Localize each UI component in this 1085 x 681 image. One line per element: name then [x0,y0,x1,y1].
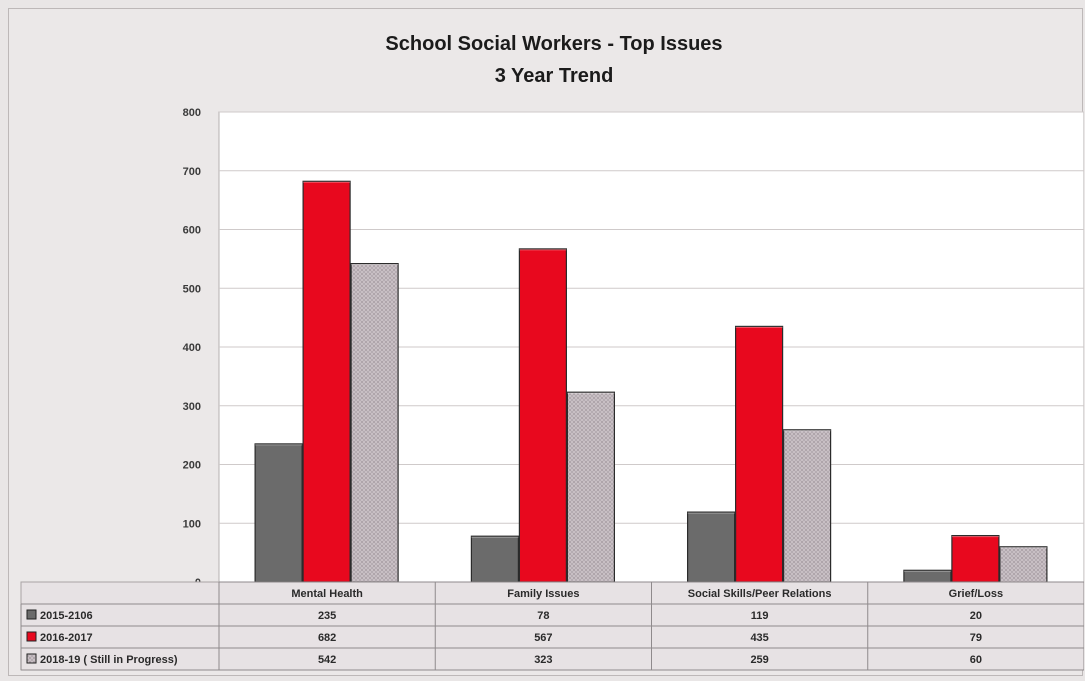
bar [254,443,303,583]
category-label: Grief/Loss [949,588,1003,600]
table-cell-value: 20 [970,610,982,622]
table-cell-value: 682 [318,632,336,644]
chart-subtitle: 3 Year Trend [495,65,614,87]
bar [302,180,351,583]
y-tick-label: 500 [183,283,201,295]
category-label: Social Skills/Peer Relations [688,588,832,600]
series-name: 2016-2017 [40,632,93,644]
category-label: Mental Health [291,588,363,600]
bar [734,325,784,583]
y-tick-label: 800 [183,107,201,119]
bar [782,429,832,583]
series-name: 2018-19 ( Still in Progress) [40,654,178,666]
y-tick-label: 300 [183,401,201,413]
legend-key [26,631,37,642]
data-table: Mental Health Family Issues Social Skills/… [20,581,1084,671]
chart-frame: School Social Workers - Top Issues 3 Yea… [8,8,1084,676]
bar [903,569,952,583]
bar [350,263,399,583]
legend-key [26,609,37,620]
table-cell-value: 119 [751,610,769,622]
table-cell-value: 567 [534,632,552,644]
table-cell-value: 259 [750,654,768,666]
category-label: Family Issues [507,588,579,600]
bar [686,511,736,583]
y-tick-label: 200 [183,460,201,472]
table-cell-value: 542 [318,654,336,666]
table-cell-value: 60 [970,654,982,666]
table-cell-value: 323 [534,654,552,666]
y-tick-label: 400 [183,342,201,354]
bar [470,535,519,583]
table-cell-value: 235 [318,610,336,622]
table-cell-value: 435 [750,632,768,644]
bar [566,391,616,583]
y-tick-label: 700 [183,166,201,178]
plot-area: 0100200300400500600700800 [183,107,1084,589]
y-tick-label: 100 [183,518,201,530]
table-cell-value: 79 [970,632,982,644]
bar [951,534,1000,583]
chart-title: School Social Workers - Top Issues [385,33,722,55]
bar [518,248,567,583]
table-cell-value: 78 [537,610,549,622]
bar [999,546,1048,583]
y-tick-label: 600 [183,225,201,237]
legend-key [26,653,37,664]
series-name: 2015-2106 [40,610,93,622]
bar-chart: School Social Workers - Top Issues 3 Yea… [20,33,1084,671]
